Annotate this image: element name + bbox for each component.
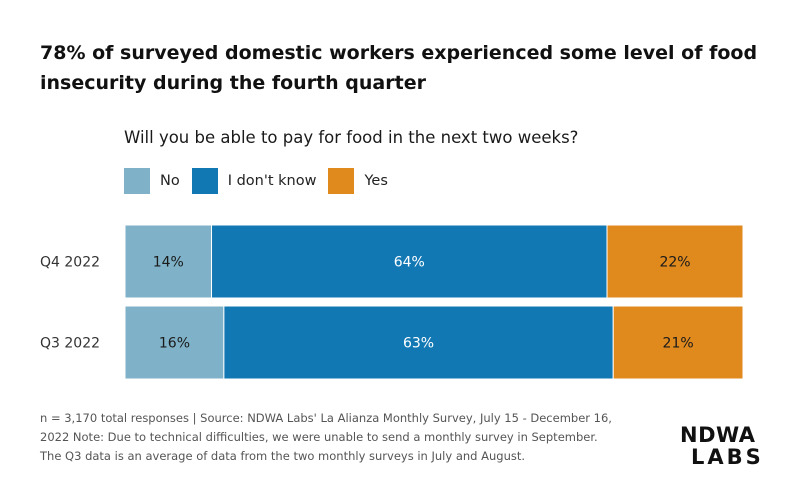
footnote: n = 3,170 total responses | Source: NDWA…: [40, 409, 640, 466]
bar-segment: [612, 305, 744, 380]
chart-question: Will you be able to pay for food in the …: [124, 128, 579, 147]
data-label: 21%: [663, 336, 694, 352]
logo-line-1: NDWA: [680, 423, 756, 447]
legend-swatch-dont-know: [191, 168, 218, 194]
legend-label-no: No: [160, 173, 180, 189]
legend-swatch-yes: [328, 168, 355, 194]
legend-item-yes: Yes: [328, 168, 388, 194]
footnote-line-2: 2022 Note: Due to technical difficulties…: [40, 430, 598, 444]
bar-segment: [211, 224, 608, 299]
legend: No I don't know Yes: [124, 168, 400, 194]
category-label: Q3 2022: [40, 336, 100, 352]
legend-label-yes: Yes: [364, 173, 388, 189]
bar-segment: [606, 224, 744, 299]
legend-swatch-no: [124, 168, 150, 194]
bar-segment: [124, 305, 225, 380]
data-label: 16%: [159, 336, 190, 352]
legend-item-no: No: [124, 168, 180, 194]
data-label: 22%: [659, 255, 690, 271]
footnote-line-1: n = 3,170 total responses | Source: NDWA…: [40, 411, 612, 425]
bar-segment: [223, 305, 614, 380]
legend-item-dont-know: I don't know: [191, 168, 317, 194]
chart-title: 78% of surveyed domestic workers experie…: [40, 42, 758, 94]
legend-label-dont-know: I don't know: [227, 173, 317, 189]
footnote-line-3: The Q3 data is an average of data from t…: [40, 449, 526, 463]
data-label: 14%: [153, 255, 184, 271]
ndwa-labs-logo: NDWA LABS: [680, 424, 764, 468]
logo-line-2: LABS: [691, 445, 764, 469]
data-label: 64%: [394, 255, 425, 271]
data-label: 63%: [403, 336, 434, 352]
category-label: Q4 2022: [40, 255, 100, 271]
bar-segment: [124, 224, 213, 299]
